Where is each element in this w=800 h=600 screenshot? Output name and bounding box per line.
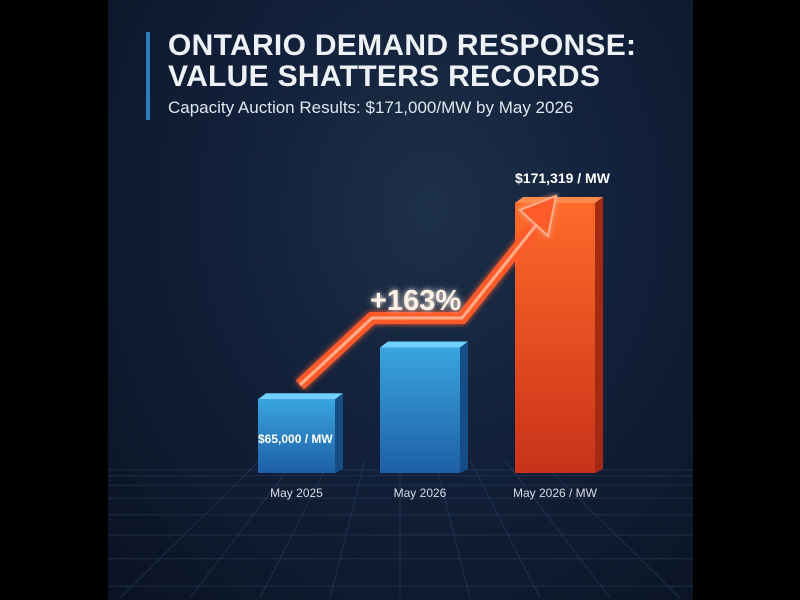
subtitle: Capacity Auction Results: $171,000/MW by… xyxy=(168,98,574,117)
bar-1 xyxy=(258,393,343,473)
floor-grid-line xyxy=(434,459,471,599)
floor-grid-line xyxy=(189,459,296,599)
bar-side xyxy=(595,197,603,473)
labels-group: May 2025 $65,000 / MW May 2026 May 2026 / M… xyxy=(258,170,611,500)
floor-grid-line xyxy=(119,459,261,599)
perspective-floor-grid xyxy=(108,459,693,599)
x-tick-label: May 2025 xyxy=(270,486,323,500)
x-tick-label: May 2026 / MW xyxy=(513,486,598,500)
growth-arrow-highlight xyxy=(298,213,547,387)
bar-top xyxy=(380,341,468,348)
data-label: $65,000 / MW xyxy=(258,432,333,446)
bar-side xyxy=(335,393,343,473)
floor-grid-line xyxy=(539,459,681,599)
floor-grid-line xyxy=(469,459,541,599)
x-tick-label: May 2026 xyxy=(394,486,447,500)
floor-grid-line xyxy=(504,459,611,599)
floor-grid-line xyxy=(259,459,331,599)
page-title: ONTARIO DEMAND RESPONSE: VALUE SHATTERS … xyxy=(168,30,636,92)
bar-front xyxy=(380,347,460,473)
bar-2 xyxy=(380,341,468,473)
growth-annotation: +163% xyxy=(370,285,461,317)
bar-front xyxy=(515,203,595,474)
title-accent-bar xyxy=(146,32,150,120)
floor-grid-line xyxy=(329,459,366,599)
bar-front xyxy=(258,399,335,473)
title-line-2: VALUE SHATTERS RECORDS xyxy=(168,60,601,93)
arrow-head-icon xyxy=(518,194,558,238)
bar-side xyxy=(460,341,468,473)
bar-top xyxy=(515,197,603,204)
bar-top xyxy=(258,393,343,400)
data-label: $171,319 / MW xyxy=(515,170,611,186)
bars-group xyxy=(258,197,603,474)
title-line-1: ONTARIO DEMAND RESPONSE: xyxy=(168,29,637,62)
bar-3 xyxy=(515,197,603,474)
